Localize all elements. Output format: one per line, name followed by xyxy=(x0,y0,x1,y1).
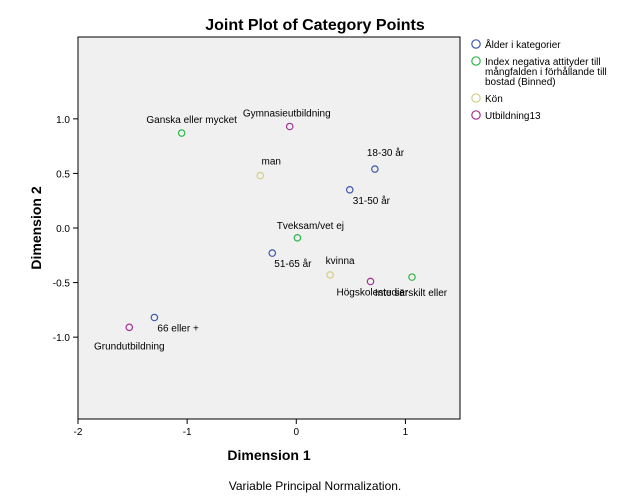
legend-entry: Kön xyxy=(485,94,503,105)
data-point-label: Ganska eller mycket xyxy=(146,115,237,126)
x-tick-label: 0 xyxy=(294,427,300,438)
data-point-marker xyxy=(371,165,379,173)
y-tick-label: -0.5 xyxy=(53,279,71,290)
legend-marker xyxy=(471,93,481,103)
data-point-label: Gymnasieutbildning xyxy=(243,108,331,119)
data-point-label: 66 eller + xyxy=(157,323,199,334)
chart-title: Joint Plot of Category Points xyxy=(205,17,425,34)
legend-marker xyxy=(471,39,481,49)
footnote: Variable Principal Normalization. xyxy=(229,479,402,493)
legend-entry: Index negativa attityder till mångfalden … xyxy=(485,57,607,88)
legend-marker xyxy=(471,110,481,120)
data-point-marker xyxy=(326,271,334,279)
legend-entry: Ålder i kategorier xyxy=(485,38,561,51)
data-point-marker xyxy=(150,313,159,322)
legend-entry: Utbildning13 xyxy=(485,111,541,122)
data-point-label: 18-30 år xyxy=(367,147,405,159)
data-point-label: Tveksam/vet ej xyxy=(277,221,344,232)
data-point-label: Inte särskilt eller xyxy=(375,288,448,299)
data-point-marker xyxy=(177,129,186,137)
data-point-label: 31-50 år xyxy=(353,195,391,207)
plot-area xyxy=(77,36,461,420)
y-tick-label: 0.0 xyxy=(56,224,70,235)
legend-marker xyxy=(471,56,481,66)
data-point-marker xyxy=(285,122,294,131)
data-point-marker xyxy=(256,171,265,180)
data-point-marker xyxy=(366,277,375,286)
data-point-label: kvinna xyxy=(326,256,355,267)
x-axis: -2 -1 0 1 xyxy=(74,419,409,438)
data-point-marker xyxy=(268,249,277,257)
data-point-marker xyxy=(293,234,302,242)
y-axis: -1.0 -0.5 0.0 0.5 1.0 xyxy=(53,115,78,344)
y-tick-label: -1.0 xyxy=(53,333,71,344)
legend: Ålder i kategorier Index negativa attityd… xyxy=(471,38,607,122)
data-point-label: Högskolestudier xyxy=(337,287,409,298)
data-point-label: Grundutbildning xyxy=(94,341,165,352)
data-point-label: 51-65 år xyxy=(274,258,312,270)
data-points: 18-30 år 31-50 år 51-65 år 66 eller + Ganska… xyxy=(94,108,448,352)
data-point-marker xyxy=(408,273,416,281)
x-axis-label: Dimension 1 xyxy=(227,447,310,463)
x-tick-label: 1 xyxy=(403,427,409,438)
y-axis-label: Dimension 2 xyxy=(28,186,44,269)
y-tick-label: 1.0 xyxy=(56,115,70,126)
data-point-label: man xyxy=(262,157,281,168)
x-tick-label: -2 xyxy=(74,427,83,438)
x-tick-label: -1 xyxy=(183,427,192,438)
y-tick-label: 0.5 xyxy=(56,169,70,180)
data-point-marker xyxy=(345,186,354,194)
data-point-marker xyxy=(125,323,134,332)
